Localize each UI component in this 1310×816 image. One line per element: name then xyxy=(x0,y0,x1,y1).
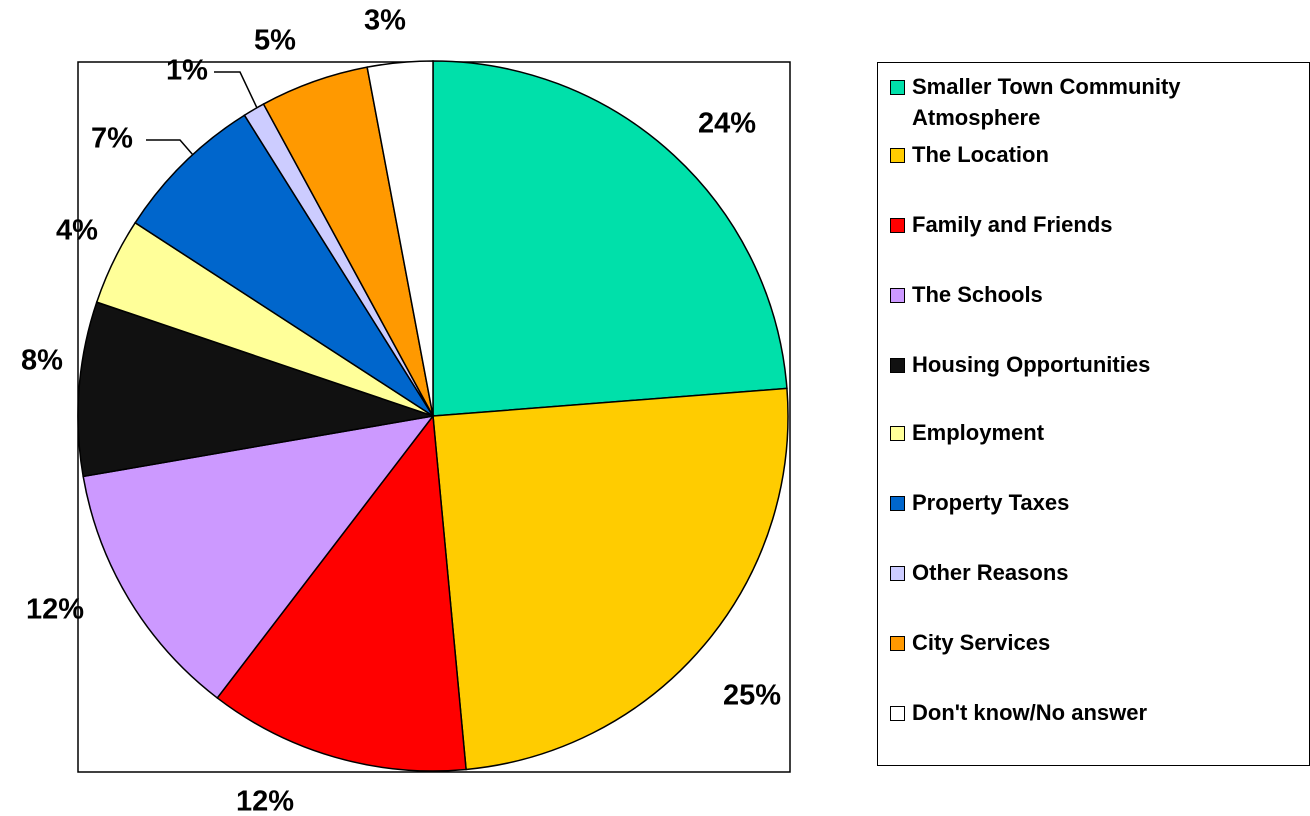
data-label: 25% xyxy=(723,680,781,712)
legend-item: City Services xyxy=(890,627,1050,658)
legend-label: City Services xyxy=(912,630,1051,655)
data-label: 24% xyxy=(698,108,756,140)
legend-swatch xyxy=(890,566,905,581)
legend-swatch xyxy=(890,218,905,233)
data-label: 5% xyxy=(254,25,296,57)
pie-slice xyxy=(366,60,434,417)
legend-label: Property Taxes xyxy=(912,490,1070,515)
legend-swatch xyxy=(890,288,905,303)
legend-label: Housing Opportunities xyxy=(912,352,1151,377)
pie-slice xyxy=(216,414,467,772)
legend-label: Smaller Town Community Atmosphere xyxy=(912,74,1181,130)
legend-swatch xyxy=(890,358,905,373)
legend-swatch xyxy=(890,148,905,163)
pie-slice xyxy=(77,301,434,478)
data-label: 8% xyxy=(21,345,63,377)
pie-area: 24% 25% 12% 12% 8% 4% 7% 1% 5% 3% xyxy=(21,5,791,816)
legend-item: Family and Friends xyxy=(890,209,1113,240)
legend-item: Other Reasons xyxy=(890,557,1069,588)
legend-label: Don't know/No answer xyxy=(912,700,1148,725)
legend-item: Housing Opportunities xyxy=(890,349,1150,380)
data-label: 1% xyxy=(166,55,208,87)
legend-swatch xyxy=(890,636,905,651)
data-label: 12% xyxy=(236,786,294,816)
leader-line xyxy=(146,139,194,156)
legend-swatch xyxy=(890,496,905,511)
legend-swatch xyxy=(890,706,905,721)
pie-slice xyxy=(134,114,434,417)
legend-label: The Location xyxy=(912,142,1049,167)
legend-item: Smaller Town Community Atmosphere xyxy=(890,71,1242,133)
pie-slice xyxy=(432,60,788,417)
data-label: 7% xyxy=(91,123,133,155)
pie-slice xyxy=(82,414,435,699)
legend-item: Employment xyxy=(890,417,1044,448)
legend: Smaller Town Community Atmosphere The Loc… xyxy=(877,62,1310,766)
legend-label: Other Reasons xyxy=(912,560,1069,585)
legend-label: Employment xyxy=(912,420,1045,445)
data-label: 4% xyxy=(56,215,98,247)
data-label: 3% xyxy=(364,5,406,37)
legend-label: Family and Friends xyxy=(912,212,1113,237)
legend-swatch xyxy=(890,426,905,441)
leader-line xyxy=(214,71,258,109)
legend-swatch xyxy=(890,80,905,95)
pie-slice xyxy=(432,387,789,771)
legend-item: Property Taxes xyxy=(890,487,1069,518)
data-label: 12% xyxy=(26,594,84,626)
legend-label: The Schools xyxy=(912,282,1043,307)
legend-item: The Location xyxy=(890,139,1049,170)
legend-item: The Schools xyxy=(890,279,1043,310)
legend-item: Don't know/No answer xyxy=(890,697,1147,728)
